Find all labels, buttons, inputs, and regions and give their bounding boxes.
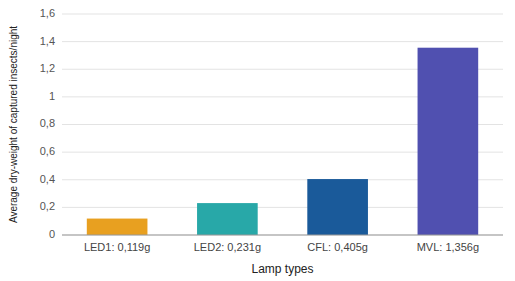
x-tick-label: LED2: 0,231g (194, 241, 261, 253)
grid-line (62, 41, 503, 42)
y-tick-label: 0 (49, 228, 55, 240)
grid-line (62, 14, 503, 15)
bar (197, 203, 258, 235)
grid (62, 14, 503, 235)
y-tick-label: 1,4 (40, 35, 55, 47)
y-tick-label: 0,6 (40, 145, 55, 157)
x-axis-line (62, 235, 503, 236)
x-tick-label: CFL: 0,405g (307, 241, 368, 253)
y-tick-label: 1,2 (40, 62, 55, 74)
chart-container: 0 0,2 0,4 0,6 0,8 1 1,2 1,4 1,6 LED1: 0,119g LED2:… (0, 0, 515, 281)
y-tick-label: 1 (49, 90, 55, 102)
x-axis-title: Lamp types (251, 262, 313, 276)
y-tick-label: 0,4 (40, 173, 55, 185)
grid-line (62, 235, 503, 236)
y-axis: 0 0,2 0,4 0,6 0,8 1 1,2 1,4 1,6 (40, 7, 55, 240)
y-tick-label: 0,2 (40, 200, 55, 212)
y-tick-label: 0,8 (40, 117, 55, 129)
y-tick-label: 1,6 (40, 7, 55, 19)
y-axis-title: Average dry-weight of captured insects/n… (8, 26, 19, 223)
bar (307, 179, 368, 235)
bar (418, 48, 479, 235)
x-axis: LED1: 0,119g LED2: 0,231g CFL: 0,405g MVL: … (84, 241, 479, 253)
chart: 0 0,2 0,4 0,6 0,8 1 1,2 1,4 1,6 LED1: 0,119g LED2:… (0, 0, 515, 281)
bars (87, 48, 478, 235)
x-tick-label: LED1: 0,119g (84, 241, 150, 253)
bar (87, 219, 148, 235)
x-tick-label: MVL: 1,356g (417, 241, 479, 253)
